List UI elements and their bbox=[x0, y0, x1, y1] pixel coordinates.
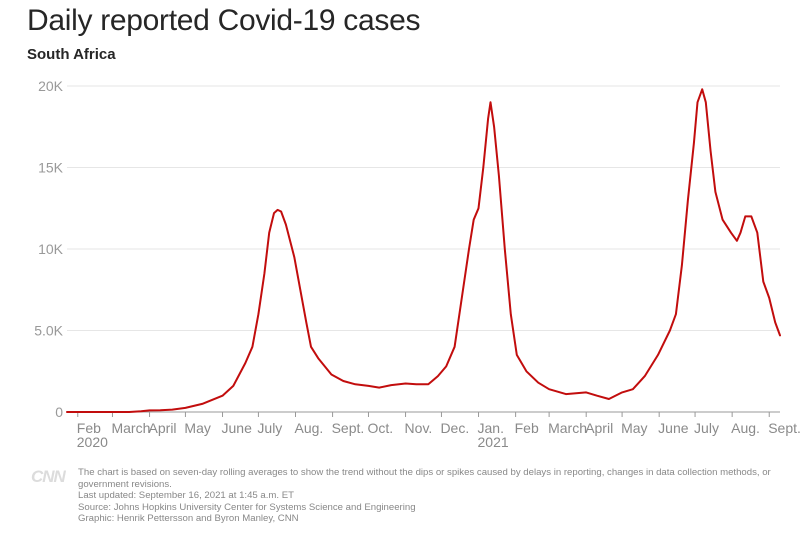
source-text: Source: Johns Hopkins University Center … bbox=[78, 501, 416, 513]
x-tick-label: Sept. bbox=[332, 420, 365, 436]
x-axis-tick-marks bbox=[77, 412, 770, 417]
x-tick-label: June bbox=[222, 420, 253, 436]
x-tick-label: Dec. bbox=[440, 420, 469, 436]
y-tick-label: 15K bbox=[38, 160, 64, 176]
y-axis-tick-labels: 0 5.0K 10K 15K 20K bbox=[34, 78, 63, 420]
x-tick-label: Aug. bbox=[731, 420, 760, 436]
cnn-logo: CNN bbox=[31, 467, 66, 486]
x-tick-label: April bbox=[149, 420, 177, 436]
year-label: 2021 bbox=[478, 434, 509, 450]
x-tick-label: March bbox=[548, 420, 587, 436]
chart-title: Daily reported Covid-19 cases bbox=[27, 4, 421, 37]
x-tick-label: May bbox=[621, 420, 647, 436]
x-tick-label: May bbox=[184, 420, 210, 436]
grid-lines bbox=[67, 85, 780, 331]
x-tick-label: Sept. bbox=[768, 420, 801, 436]
chart-subtitle: South Africa bbox=[27, 46, 116, 63]
y-tick-label: 0 bbox=[55, 404, 63, 420]
x-tick-label: March bbox=[111, 420, 150, 436]
y-tick-label: 20K bbox=[38, 78, 64, 94]
x-tick-label: Nov. bbox=[405, 420, 433, 436]
x-tick-label: Jan. bbox=[478, 420, 504, 436]
x-tick-label: July bbox=[257, 420, 282, 436]
chart-footnotes: The chart is based on seven-day rolling … bbox=[78, 467, 798, 525]
x-tick-label: Oct. bbox=[367, 420, 393, 436]
x-tick-label: Feb bbox=[77, 420, 101, 436]
methodology-note: The chart is based on seven-day rolling … bbox=[78, 467, 771, 490]
y-tick-label: 5.0K bbox=[34, 323, 63, 339]
series-line bbox=[66, 88, 781, 413]
x-tick-label: Feb bbox=[515, 420, 539, 436]
x-tick-label: July bbox=[694, 420, 719, 436]
y-tick-label: 10K bbox=[38, 241, 64, 257]
last-updated-text: Last updated: September 16, 2021 at 1:45… bbox=[78, 490, 294, 501]
year-label: 2020 bbox=[77, 434, 108, 450]
graphic-credit-text: Graphic: Henrik Pettersson and Byron Man… bbox=[78, 513, 299, 524]
series-group bbox=[66, 88, 781, 413]
x-tick-label: April bbox=[585, 420, 613, 436]
x-tick-label: Aug. bbox=[294, 420, 323, 436]
x-tick-label: June bbox=[658, 420, 689, 436]
